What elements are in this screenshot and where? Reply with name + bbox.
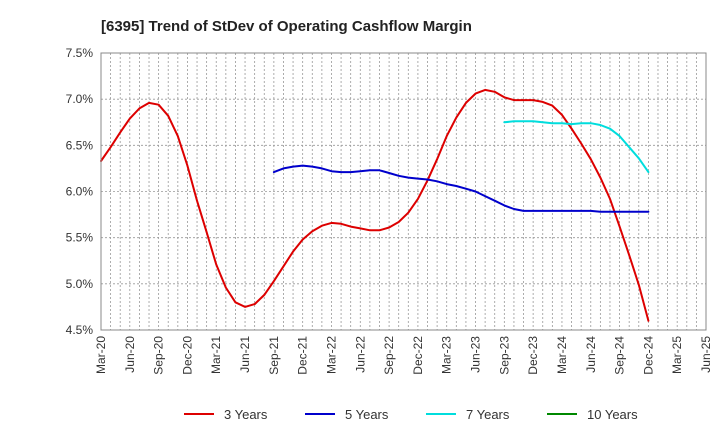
x-tick-label: Dec-21 <box>296 336 310 375</box>
x-tick-label: Mar-20 <box>94 336 108 374</box>
series-line-5-years <box>272 164 650 213</box>
x-tick-label: Sep-21 <box>267 336 281 375</box>
x-tick-label: Jun-22 <box>353 336 367 373</box>
legend: 3 Years 5 Years 7 Years 10 Years <box>184 407 638 422</box>
legend-label: 7 Years <box>466 407 510 422</box>
chart-title: [6395] Trend of StDev of Operating Cashf… <box>101 18 472 35</box>
y-tick-label: 5.0% <box>66 277 94 291</box>
y-tick-label: 7.5% <box>66 46 94 60</box>
series-lines <box>100 88 650 322</box>
y-tick-label: 6.0% <box>66 185 94 199</box>
x-tick-label: Sep-20 <box>152 336 166 375</box>
x-tick-label: Mar-21 <box>209 336 223 374</box>
x-tick-label: Dec-24 <box>641 336 655 375</box>
x-tick-label: Jun-23 <box>469 336 483 373</box>
x-tick-label: Sep-24 <box>613 336 627 375</box>
x-tick-label: Mar-23 <box>440 336 454 374</box>
x-tick-label: Mar-25 <box>670 336 684 374</box>
legend-label: 10 Years <box>587 407 638 422</box>
grid <box>100 52 707 331</box>
legend-label: 5 Years <box>345 407 389 422</box>
y-tick-label: 5.5% <box>66 231 94 245</box>
x-tick-label: Mar-24 <box>555 336 569 374</box>
x-tick-label: Jun-24 <box>584 336 598 373</box>
x-tick-label: Dec-20 <box>180 336 194 375</box>
x-tick-label: Jun-21 <box>238 336 252 373</box>
x-tick-label: Dec-23 <box>526 336 540 375</box>
y-tick-label: 4.5% <box>66 323 94 337</box>
x-tick-label: Jun-20 <box>123 336 137 373</box>
x-tick-label: Sep-22 <box>382 336 396 375</box>
series-line-7-years <box>503 120 650 174</box>
x-tick-label: Mar-22 <box>324 336 338 374</box>
plot-frame <box>100 52 707 331</box>
y-tick-label: 7.0% <box>66 92 94 106</box>
legend-label: 3 Years <box>224 407 268 422</box>
x-tick-label: Jun-25 <box>699 336 713 373</box>
y-axis: 4.5% 5.0% 5.5% 6.0% 6.5% 7.0% 7.5% <box>66 46 94 337</box>
x-tick-label: Dec-22 <box>411 336 425 375</box>
x-axis: Mar-20 Jun-20 Sep-20 Dec-20 Mar-21 Jun-21 Sep-… <box>94 336 713 375</box>
series-line-3-years <box>100 88 650 322</box>
y-tick-label: 6.5% <box>66 138 94 152</box>
x-tick-label: Sep-23 <box>497 336 511 375</box>
